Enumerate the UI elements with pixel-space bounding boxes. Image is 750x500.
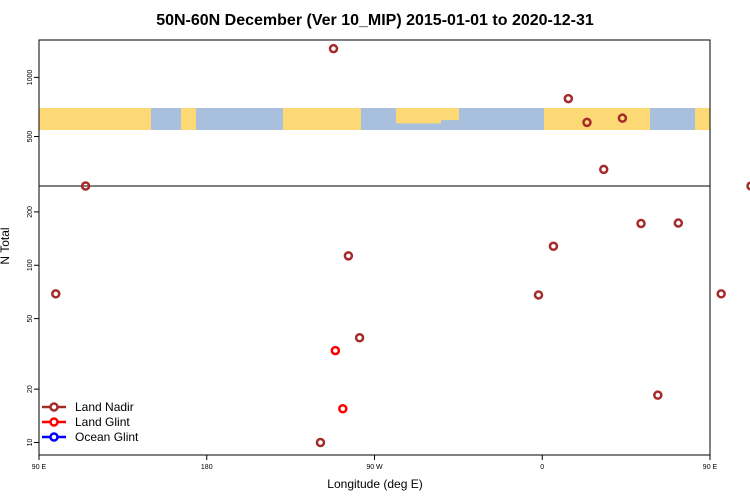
land-glint-point (330, 345, 341, 356)
y-tick-label: 20 (27, 385, 34, 393)
land-nadir-point (617, 113, 628, 123)
y-tick-label: 200 (27, 206, 34, 218)
land-nadir-point (343, 251, 354, 261)
legend-marker-land-glint (49, 417, 59, 427)
x-tick-label: 90 W (366, 464, 383, 471)
y-tick-label: 50 (27, 315, 34, 323)
x-tick-label: 90 E (32, 464, 47, 471)
chart-title: 50N-60N December (Ver 10_MIP) 2015-01-01… (156, 12, 594, 29)
legend-label-ocean-glint: Ocean Glint (75, 430, 139, 444)
map-land-region (181, 108, 196, 130)
land-nadir-point (315, 437, 326, 448)
map-land-region (396, 108, 459, 124)
land-nadir-point (746, 181, 750, 191)
land-nadir-point (599, 164, 609, 175)
map-land-region (544, 108, 650, 130)
x-axis-label: Longitude (deg E) (327, 477, 422, 491)
y-tick-label: 1000 (27, 70, 34, 86)
land-nadir-point (548, 241, 559, 252)
legend-label-land-glint: Land Glint (75, 415, 130, 429)
map-strip (39, 108, 710, 130)
map-water-region (479, 116, 485, 130)
land-nadir-point (716, 289, 726, 299)
land-nadir-point (582, 117, 592, 128)
data-points (51, 43, 750, 448)
land-nadir-point (328, 43, 339, 54)
y-tick-label: 100 (27, 259, 34, 271)
land-nadir-point (533, 290, 544, 300)
map-water-region (399, 123, 405, 130)
map-ocean-background (39, 108, 710, 130)
land-glint-point (338, 404, 348, 414)
plot-frame (38, 39, 711, 456)
x-tick-label: 180 (201, 464, 213, 471)
x-tick-label: 90 E (703, 464, 718, 471)
legend-marker-land-nadir (49, 402, 59, 412)
x-tick-label: 0 (540, 464, 544, 471)
y-tick-label: 500 (27, 131, 34, 143)
map-water-region (463, 112, 477, 126)
land-nadir-point (80, 181, 91, 191)
land-nadir-point (354, 332, 365, 343)
x-axis: 90 E 180 90 W 0 90 E (32, 455, 718, 471)
legend-label-land-nadir: Land Nadir (75, 400, 134, 414)
land-nadir-point (673, 218, 684, 228)
map-land-region (283, 108, 361, 130)
land-nadir-point (636, 218, 646, 229)
land-nadir-point (653, 390, 663, 400)
map-water-region (441, 120, 459, 130)
land-nadir-point (563, 93, 574, 104)
map-land-region (39, 108, 151, 130)
y-axis: 10 20 50 100 200 500 1000 (27, 70, 39, 446)
land-nadir-point (51, 289, 61, 299)
y-tick-label: 10 (27, 438, 34, 446)
y-axis-label: N Total (0, 227, 12, 264)
legend-marker-ocean-glint (49, 432, 59, 442)
map-land-region (695, 108, 710, 130)
